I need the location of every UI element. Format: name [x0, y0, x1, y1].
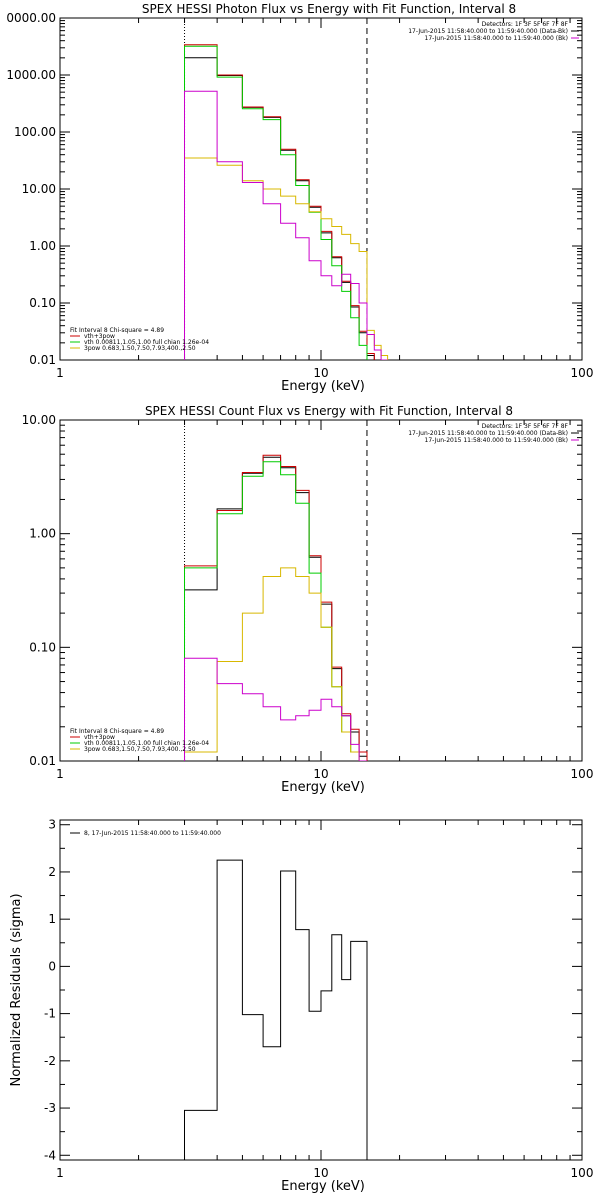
- y-tick-label: -1: [44, 1007, 56, 1021]
- series-line-2: [184, 454, 368, 761]
- info-line: 17-Jun-2015 11:58:40.000 to 11:59:40.000…: [425, 35, 568, 42]
- legend-entry: vth+3pow: [84, 734, 115, 741]
- series-line-3: [184, 461, 360, 761]
- legend: Fit Interval 8 Chi-square = 4.89vth+3pow…: [70, 728, 209, 753]
- series-line-1: [184, 57, 375, 360]
- legend-entry: vth 0.00811,1.05,1.00 full chian 1.26e-0…: [84, 740, 209, 747]
- y-tick-label: 0000.00: [6, 11, 56, 25]
- y-tick-label: 10.00: [22, 413, 56, 427]
- plot-frame: [59, 17, 583, 361]
- info-block: Detectors: 1F 3F 5F 6F 7F 8F17-Jun-2015 …: [408, 21, 579, 42]
- info-line: 17-Jun-2015 11:58:40.000 to 11:59:40.000…: [425, 437, 568, 444]
- y-tick-label: 1000.00: [6, 68, 56, 82]
- chart-title: SPEX HESSI Count Flux vs Energy with Fit…: [145, 404, 513, 418]
- legend-entry: vth+3pow: [84, 333, 115, 340]
- legend-entry: 8, 17-Jun-2015 11:58:40.000 to 11:59:40.…: [84, 830, 221, 837]
- y-tick-label: -4: [44, 1148, 56, 1162]
- series-group: [184, 859, 368, 1160]
- info-line: Detectors: 1F 3F 5F 6F 7F 8F: [482, 423, 569, 430]
- y-axis-ticks: 0.01 0.10 1.00 10.00 100.00 1000.00 0000.00: [6, 11, 582, 367]
- info-block: Detectors: 1F 3F 5F 6F 7F 8F17-Jun-2015 …: [408, 423, 579, 444]
- x-axis-label: Energy (keV): [281, 379, 365, 394]
- legend: 8, 17-Jun-2015 11:58:40.000 to 11:59:40.…: [70, 830, 221, 837]
- series-line-4: [184, 157, 389, 360]
- y-tick-label: 2: [48, 865, 56, 879]
- series-line-3: [184, 45, 368, 360]
- chart-panel-3: 1 10 100 Energy (keV) -4 -3 -2 -1 0 1 2 3 Normalized…: [9, 818, 593, 1194]
- y-tick-label: 0.10: [29, 296, 56, 310]
- y-tick-label: 10.00: [22, 182, 56, 196]
- legend-entry: Fit Interval 8 Chi-square = 4.89: [70, 327, 164, 334]
- y-tick-label: 0.01: [29, 754, 56, 768]
- info-line: 17-Jun-2015 11:58:40.000 to 11:59:40.000…: [408, 28, 568, 35]
- x-tick-label: 10: [313, 1166, 328, 1180]
- legend: Fit Interval 8 Chi-square = 4.89vth+3pow…: [70, 327, 209, 352]
- y-axis-ticks: 0.01 0.10 1.00 10.00: [22, 413, 582, 768]
- y-tick-label: 1.00: [29, 527, 56, 541]
- x-axis-ticks: 1 10 100: [56, 420, 593, 781]
- x-tick-label: 1: [56, 1166, 64, 1180]
- legend-entry: 3pow 0.683,1.50,7.50,7.93,400.,2.50: [84, 345, 196, 352]
- series-group: [184, 454, 368, 761]
- y-tick-label: 1: [48, 912, 56, 926]
- legend-entry: 3pow 0.683,1.50,7.50,7.93,400.,2.50: [84, 746, 196, 753]
- plot-frame: [59, 819, 583, 1161]
- x-axis-ticks: 1 10 100: [56, 820, 593, 1180]
- y-tick-label: 0.10: [29, 640, 56, 654]
- x-axis-ticks: 1 10 100: [56, 18, 593, 380]
- x-tick-label: 100: [571, 366, 594, 380]
- y-tick-label: -2: [44, 1054, 56, 1068]
- series-line-1: [184, 859, 368, 1160]
- x-axis-label: Energy (keV): [281, 1179, 365, 1194]
- x-tick-label: 1: [56, 767, 64, 781]
- series-line-2: [184, 44, 375, 360]
- legend-entry: Fit Interval 8 Chi-square = 4.89: [70, 728, 164, 735]
- x-axis-label: Energy (keV): [281, 780, 365, 795]
- chart-panel-2: SPEX HESSI Count Flux vs Energy with Fit…: [22, 404, 594, 795]
- series-line-4: [184, 567, 367, 761]
- info-line: Detectors: 1F 3F 5F 6F 7F 8F: [482, 21, 569, 28]
- y-axis-label: Normalized Residuals (sigma): [9, 893, 24, 1086]
- series-line-5: [184, 657, 367, 761]
- chart-panel-1: SPEX HESSI Photon Flux vs Energy with Fi…: [6, 2, 593, 394]
- legend-entry: vth 0.00811,1.05,1.00 full chian 1.26e-0…: [84, 339, 209, 346]
- series-line-1: [184, 456, 368, 761]
- series-group: [184, 44, 389, 360]
- y-tick-label: 100.00: [14, 125, 56, 139]
- y-tick-label: -3: [44, 1101, 56, 1115]
- x-tick-label: 10: [313, 767, 328, 781]
- x-tick-label: 10: [313, 366, 328, 380]
- y-tick-label: 3: [48, 818, 56, 832]
- x-tick-label: 1: [56, 366, 64, 380]
- x-tick-label: 100: [571, 767, 594, 781]
- series-line-5: [184, 90, 388, 360]
- y-tick-label: 0.01: [29, 353, 56, 367]
- chart-title: SPEX HESSI Photon Flux vs Energy with Fi…: [142, 2, 516, 16]
- x-tick-label: 100: [571, 1166, 594, 1180]
- y-axis-ticks: -4 -3 -2 -1 0 1 2 3: [44, 818, 582, 1162]
- info-line: 17-Jun-2015 11:58:40.000 to 11:59:40.000…: [408, 430, 568, 437]
- y-tick-label: 1.00: [29, 239, 56, 253]
- y-tick-label: 0: [48, 959, 56, 973]
